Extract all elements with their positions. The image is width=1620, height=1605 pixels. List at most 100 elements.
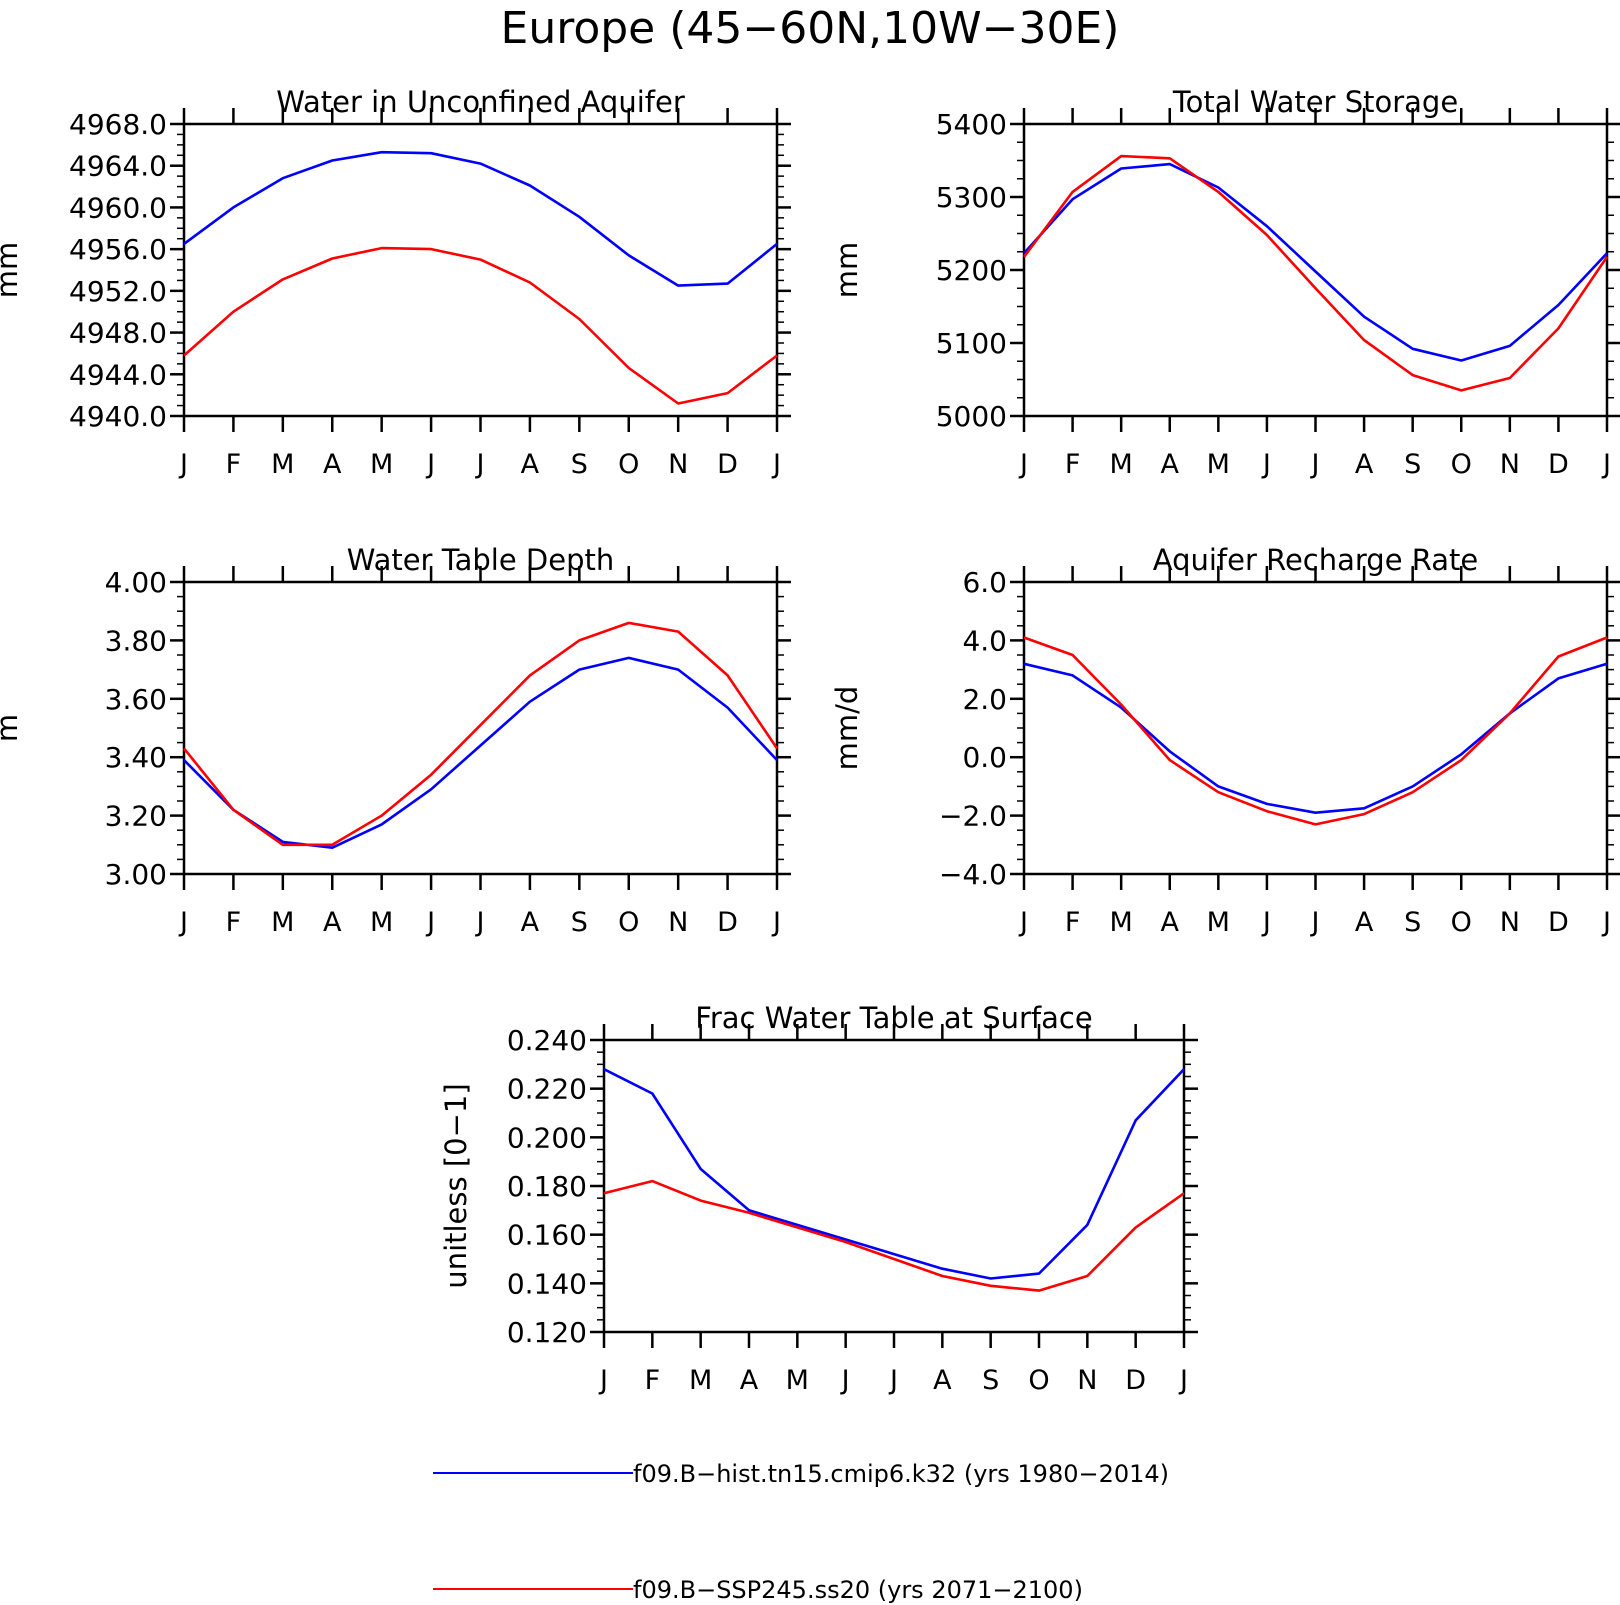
y-tick-label: 4964.0 (69, 150, 167, 183)
series-line-ssp245 (603, 1179, 1185, 1292)
x-tick-label: N (1077, 1365, 1097, 1396)
x-tick-label: N (668, 449, 688, 480)
x-tick-label: J (598, 1365, 608, 1396)
x-tick-label: J (1178, 1365, 1188, 1396)
y-tick-label: 0.160 (507, 1219, 587, 1252)
y-tick-label: 0.140 (507, 1267, 587, 1300)
x-tick-label: J (840, 1365, 850, 1396)
x-tick-label: O (618, 907, 639, 938)
y-tick-label: 4.0 (962, 624, 1007, 657)
x-tick-label: F (226, 449, 242, 480)
plot-frame (1022, 580, 1609, 876)
x-tick-label: F (645, 1365, 661, 1396)
x-tick-label: J (1601, 449, 1611, 480)
x-tick-label: D (1125, 1365, 1146, 1396)
y-tick-label: 0.200 (507, 1121, 587, 1154)
y-tick-label: 5100 (936, 327, 1007, 360)
series-line-ssp245 (1023, 636, 1608, 826)
y-axis-label: mm (830, 242, 864, 299)
x-tick-label: N (668, 907, 688, 938)
x-tick-label: J (1018, 449, 1028, 480)
legend-label-hist: f09.B−hist.tn15.cmip6.k32 (yrs 1980−2014… (633, 1460, 1169, 1488)
y-tick-label: 4944.0 (69, 358, 167, 391)
x-tick-label: J (1310, 449, 1320, 480)
y-tick-label: 5000 (936, 400, 1007, 433)
x-tick-label: J (771, 907, 781, 938)
plot-frame (602, 1038, 1186, 1334)
x-tick-label: M (271, 449, 294, 480)
figure-title: Europe (45−60N,10W−30E) (501, 3, 1120, 54)
y-tick-label: 3.80 (105, 624, 167, 657)
y-tick-label: 0.240 (507, 1024, 587, 1057)
x-tick-label: A (521, 907, 540, 938)
y-axis-label: mm/d (830, 686, 864, 771)
x-tick-label: O (1451, 907, 1472, 938)
x-tick-label: M (370, 907, 393, 938)
x-tick-label: D (717, 907, 738, 938)
x-tick-label: N (1500, 449, 1520, 480)
x-tick-label: M (1110, 449, 1133, 480)
y-tick-label: 2.0 (962, 683, 1007, 716)
x-tick-label: M (786, 1365, 809, 1396)
y-tick-label: 5200 (936, 254, 1007, 287)
x-tick-label: S (982, 1365, 999, 1396)
x-tick-label: M (370, 449, 393, 480)
series-line-hist (183, 150, 778, 287)
x-tick-label: M (1207, 907, 1230, 938)
x-tick-label: S (571, 449, 588, 480)
x-tick-label: F (226, 907, 242, 938)
x-tick-label: A (1161, 907, 1180, 938)
x-tick-label: J (1261, 907, 1271, 938)
x-tick-label: J (475, 907, 485, 938)
x-tick-label: J (1310, 907, 1320, 938)
x-tick-label: A (323, 907, 342, 938)
series-line-hist (1023, 162, 1608, 362)
legend-label-ssp245: f09.B−SSP245.ss20 (yrs 2071−2100) (633, 1576, 1083, 1604)
x-tick-label: D (1548, 449, 1569, 480)
x-tick-label: A (323, 449, 342, 480)
series-line-hist (603, 1068, 1185, 1280)
x-tick-label: J (888, 1365, 898, 1396)
x-tick-label: O (1028, 1365, 1049, 1396)
x-tick-label: A (933, 1365, 952, 1396)
x-tick-label: A (1355, 907, 1374, 938)
y-tick-label: −2.0 (939, 800, 1007, 833)
y-tick-label: 5400 (936, 108, 1007, 141)
x-tick-label: F (1065, 449, 1081, 480)
x-tick-label: F (1065, 907, 1081, 938)
y-tick-label: 4940.0 (69, 400, 167, 433)
x-tick-label: J (425, 449, 435, 480)
y-tick-label: 0.0 (962, 741, 1007, 774)
plot-frame (182, 580, 779, 876)
x-tick-label: J (425, 907, 435, 938)
y-tick-label: 4.00 (105, 566, 167, 599)
x-tick-label: J (178, 907, 188, 938)
y-tick-label: 5300 (936, 181, 1007, 214)
x-tick-label: M (689, 1365, 712, 1396)
y-tick-label: 3.40 (105, 741, 167, 774)
y-axis-label: mm (0, 242, 24, 299)
x-tick-label: J (1601, 907, 1611, 938)
x-tick-label: J (1018, 907, 1028, 938)
y-axis-label: m (0, 714, 24, 742)
series-line-hist (183, 656, 778, 850)
x-tick-label: M (1110, 907, 1133, 938)
y-tick-label: 3.60 (105, 683, 167, 716)
y-tick-label: 3.20 (105, 800, 167, 833)
x-tick-label: O (618, 449, 639, 480)
x-tick-label: S (571, 907, 588, 938)
y-tick-label: 4956.0 (69, 233, 167, 266)
y-tick-label: −4.0 (939, 858, 1007, 891)
series-line-hist (1023, 662, 1608, 815)
y-tick-label: 4960.0 (69, 191, 167, 224)
x-tick-label: N (1500, 907, 1520, 938)
y-axis-label: unitless [0−1] (439, 1083, 473, 1288)
x-tick-label: J (178, 449, 188, 480)
y-tick-label: 3.00 (105, 858, 167, 891)
